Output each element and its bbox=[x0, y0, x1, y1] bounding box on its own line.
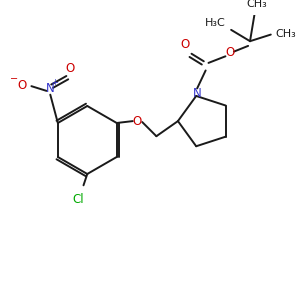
Text: O: O bbox=[17, 79, 27, 92]
Text: CH₃: CH₃ bbox=[275, 28, 296, 39]
Text: O: O bbox=[133, 115, 142, 128]
Text: Cl: Cl bbox=[72, 193, 84, 206]
Text: −: − bbox=[10, 74, 19, 84]
Text: N: N bbox=[46, 82, 55, 94]
Text: O: O bbox=[65, 62, 75, 75]
Text: CH₃: CH₃ bbox=[246, 0, 267, 9]
Text: O: O bbox=[180, 38, 190, 52]
Text: +: + bbox=[52, 78, 58, 87]
Text: H₃C: H₃C bbox=[205, 18, 226, 28]
Text: O: O bbox=[226, 46, 235, 59]
Text: N: N bbox=[193, 87, 202, 100]
